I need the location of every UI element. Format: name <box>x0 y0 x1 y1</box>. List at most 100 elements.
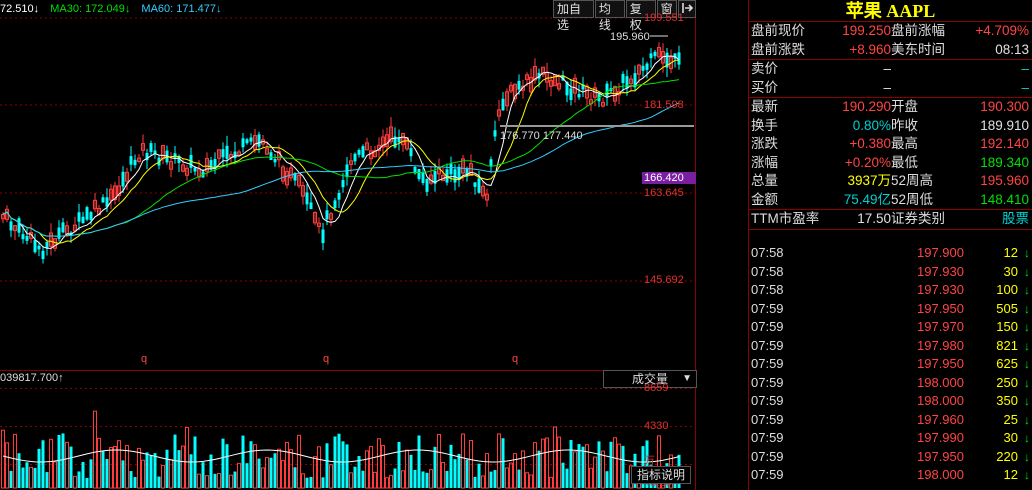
current-price-marker: 166.420 <box>642 172 696 184</box>
bid-volume: – <box>1021 79 1029 95</box>
52w-low-value: 148.410 <box>980 191 1029 207</box>
premarket-change-pct-value: +4.709% <box>975 23 1029 38</box>
turnover-label: 换手 <box>751 117 778 133</box>
arrow-down-icon: ↓ <box>1024 357 1030 371</box>
tick-row: 07:59 197.970 150 ↓ <box>749 318 1032 337</box>
tick-time: 07:59 <box>751 319 784 334</box>
tick-time: 07:58 <box>751 245 784 260</box>
arrow-down-icon: ↓ <box>1024 320 1030 334</box>
tick-price: 198.000 <box>917 393 964 408</box>
pe-section: TTM市盈率 17.50 证券类别 股票 <box>749 210 1032 230</box>
tick-time: 07:59 <box>751 448 784 464</box>
high-price-label: 195.960 <box>610 31 650 43</box>
quote-row: 涨幅 +0.20% 最低 189.340 <box>749 154 1032 173</box>
price-axis-label: 145.692 <box>644 274 684 286</box>
orderbook-section: 卖价 – – 买价 – – <box>749 60 1032 98</box>
tick-quantity: 100 <box>996 282 1018 297</box>
moving-average-button[interactable]: 均线 <box>594 0 625 32</box>
arrow-down-icon: ↓ <box>1024 246 1030 260</box>
change-label: 涨跌 <box>751 136 778 151</box>
last-price-value: 190.290 <box>842 99 891 114</box>
ask-label: 卖价 <box>751 61 778 76</box>
tick-row: 07:59 197.990 30 ↓ <box>749 429 1032 448</box>
tick-row: 07:59 198.000 250 ↓ <box>749 374 1032 393</box>
candlestick-chart[interactable]: 176.770 177.440 195.960 q q q <box>0 0 696 370</box>
window-button[interactable]: 窗 <box>656 0 677 18</box>
quote-section: 最新 190.290 开盘 190.300 换手 0.80% 昨收 189.91… <box>749 98 1032 210</box>
tick-price: 197.990 <box>917 430 964 445</box>
tick-price: 197.900 <box>917 245 964 260</box>
tick-quantity: 12 <box>1003 245 1018 260</box>
security-type-value: 股票 <box>1002 211 1029 226</box>
arrow-down-icon: ↓ <box>1024 431 1030 445</box>
tick-quantity: 30 <box>1003 263 1018 279</box>
us-eastern-time-value: 08:13 <box>995 41 1029 57</box>
add-watchlist-button[interactable]: 加自选 <box>553 0 594 32</box>
arrow-down-icon: ↓ <box>1024 394 1030 408</box>
pin-icon[interactable] <box>677 0 697 18</box>
tick-list[interactable]: 07:58 197.900 12 ↓ 07:58 197.930 30 ↓ 07:58 197.9… <box>749 244 1032 485</box>
52w-high-value: 195.960 <box>980 173 1029 188</box>
prev-close-value: 189.910 <box>980 117 1029 133</box>
chart-toolbar: 加自选 均线 复权 窗 <box>552 0 697 32</box>
tick-time: 07:59 <box>751 467 784 482</box>
tick-time: 07:58 <box>751 282 784 297</box>
premarket-change-label: 盘前涨跌 <box>751 41 805 57</box>
quote-row: 最新 190.290 开盘 190.300 <box>749 98 1032 117</box>
arrow-down-icon: ↓ <box>1024 375 1030 390</box>
change-pct-value: +0.20% <box>844 154 891 170</box>
low-value: 189.340 <box>980 154 1029 170</box>
open-value: 190.300 <box>980 99 1029 114</box>
premarket-row: 盘前涨跌 +8.960 美东时间 08:13 <box>749 41 1032 60</box>
volume-label: 总量 <box>751 173 778 188</box>
tick-row: 07:59 198.000 12 ↓ <box>749 466 1032 485</box>
premarket-change-value: +8.960 <box>849 41 891 57</box>
open-label: 开盘 <box>891 99 918 114</box>
event-marker[interactable]: q <box>512 353 518 365</box>
us-eastern-time-label: 美东时间 <box>891 41 945 57</box>
volume-axis-label: 4330 <box>644 420 669 432</box>
price-axis-label: 199.551 <box>644 12 684 24</box>
tick-price: 197.930 <box>917 282 964 297</box>
quote-panel: 苹果 AAPL 盘前现价 199.250 盘前涨幅 +4.709% 盘前涨跌 +… <box>748 0 1032 490</box>
tick-row: 07:59 198.000 350 ↓ <box>749 392 1032 411</box>
indicator-help-button[interactable]: 指标说明 <box>631 466 691 484</box>
arrow-down-icon: ↓ <box>1024 338 1030 353</box>
high-value: 192.140 <box>980 136 1029 151</box>
tick-time: 07:59 <box>751 337 784 353</box>
arrow-down-icon: ↓ <box>1024 449 1030 464</box>
tick-quantity: 150 <box>996 319 1018 334</box>
last-price-label: 最新 <box>751 99 778 114</box>
tick-quantity: 250 <box>996 374 1018 390</box>
pe-row: TTM市盈率 17.50 证券类别 股票 <box>749 210 1032 229</box>
price-axis-label: 181.598 <box>644 99 684 111</box>
quote-row: 金额 75.49亿 52周低 148.410 <box>749 191 1032 210</box>
low-label: 最低 <box>891 154 918 170</box>
high-label: 最高 <box>891 136 918 151</box>
volume-chart[interactable] <box>0 388 696 490</box>
tick-price: 197.960 <box>917 411 964 427</box>
tick-quantity: 505 <box>996 300 1018 316</box>
tick-row: 07:58 197.900 12 ↓ <box>749 244 1032 263</box>
52w-low-label: 52周低 <box>891 191 934 207</box>
ttm-pe-label: TTM市盈率 <box>751 211 820 226</box>
tick-row: 07:58 197.930 100 ↓ <box>749 281 1032 300</box>
tick-price: 198.000 <box>917 467 964 482</box>
volume-header: 039817.700↑ 成交量 ▼ <box>0 370 697 388</box>
ma30-value: MA30: 172.049↓ <box>50 3 131 15</box>
adjust-price-button[interactable]: 复权 <box>625 0 656 32</box>
chevron-down-icon: ▼ <box>682 373 692 384</box>
tick-price: 197.980 <box>917 337 964 353</box>
volume-value: 3937万 <box>847 173 891 188</box>
prev-close-label: 昨收 <box>891 117 918 133</box>
ma5-value: 72.510↓ <box>0 3 40 15</box>
tick-price: 197.950 <box>917 448 964 464</box>
event-marker[interactable]: q <box>141 353 147 365</box>
tick-price: 197.950 <box>917 300 964 316</box>
event-marker[interactable]: q <box>323 353 329 365</box>
tick-row: 07:59 197.960 25 ↓ <box>749 411 1032 430</box>
chart-area[interactable]: 176.770 177.440 195.960 q q q 72.510↓ MA30: … <box>0 0 697 490</box>
bid-row: 买价 – – <box>749 79 1032 98</box>
indicator-select[interactable]: 成交量 ▼ <box>603 370 697 388</box>
price-axis-label: 163.645 <box>644 187 684 199</box>
